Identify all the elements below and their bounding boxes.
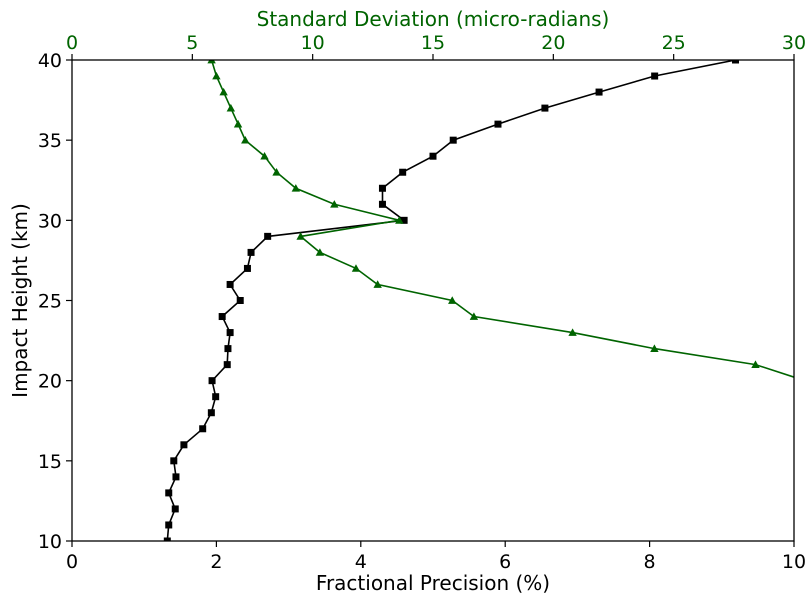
- stddev-series-point: [291, 184, 301, 192]
- fractional-series-point: [171, 505, 179, 513]
- stddev-series-point: [226, 103, 236, 112]
- fractional-series-point: [170, 457, 178, 465]
- fractional-series-point: [172, 473, 180, 481]
- fractional-series-point: [449, 136, 457, 144]
- fractional-series-point: [226, 329, 234, 337]
- x-top-tick-label: 20: [541, 32, 565, 54]
- x-top-tick-label: 10: [301, 32, 325, 54]
- fractional-series-point: [400, 216, 408, 224]
- fractional-series-point: [226, 280, 234, 288]
- stddev-series-point: [469, 312, 479, 320]
- stddev-series-point: [272, 168, 281, 176]
- stddev-series-point: [296, 232, 305, 240]
- fractional-series-point: [236, 297, 244, 304]
- y-tick-label: 20: [38, 371, 62, 393]
- fractional-series-point: [212, 393, 220, 401]
- fractional-series-point: [378, 184, 386, 192]
- fractional-series-point: [199, 425, 207, 433]
- x-bottom-tick-label: 0: [66, 551, 78, 573]
- y-tick-label: 25: [38, 291, 62, 313]
- fractional-series-point: [223, 361, 231, 369]
- y-tick-label: 10: [38, 531, 62, 553]
- fractional-series-point: [243, 264, 251, 272]
- x-axis-bottom-label: Fractional Precision (%): [316, 571, 550, 595]
- fractional-series-point: [378, 200, 386, 208]
- stddev-series-point: [568, 328, 577, 336]
- fractional-series-point: [399, 168, 407, 176]
- x-top-tick-label: 0: [66, 32, 78, 54]
- x-axis-top-label: Standard Deviation (micro-radians): [257, 7, 610, 31]
- stddev-series-point: [207, 60, 216, 64]
- x-bottom-tick-label: 4: [355, 551, 367, 573]
- fractional-series-point: [541, 104, 549, 112]
- y-axis-label: Impact Height (km): [8, 203, 32, 398]
- x-top-tick-label: 5: [186, 32, 198, 54]
- fractional-series-point: [429, 152, 437, 160]
- x-bottom-tick-label: 6: [499, 551, 511, 573]
- stddev-series-point: [448, 296, 457, 304]
- fractional-series-point: [224, 345, 232, 353]
- fractional-series-point: [165, 521, 173, 529]
- stddev-series-point: [219, 87, 228, 96]
- stddev-series-point: [212, 71, 221, 80]
- fractional-series-point: [208, 377, 216, 385]
- fractional-series-point: [163, 537, 171, 541]
- fractional-series-point: [165, 489, 173, 497]
- fractional-series-point: [595, 88, 603, 96]
- stddev-series-point: [233, 119, 243, 128]
- stddev-series-point: [650, 344, 659, 352]
- stddev-series-point: [330, 200, 339, 208]
- series-layer: [163, 60, 794, 541]
- fractional-series-point: [247, 248, 255, 256]
- fractional-series-point: [180, 441, 188, 449]
- stddev-series-point: [395, 216, 404, 224]
- stddev-series-point: [751, 360, 760, 368]
- fractional-series-point: [494, 120, 502, 128]
- stddev-series-point: [351, 264, 361, 272]
- plot-frame: [71, 59, 795, 542]
- stddev-series-point: [241, 135, 250, 144]
- stddev-series-point: [315, 248, 325, 256]
- x-bottom-tick-label: 10: [782, 551, 806, 573]
- fractional-series-point: [264, 232, 272, 240]
- y-tick-label: 40: [38, 50, 62, 72]
- y-tick-label: 30: [38, 210, 62, 232]
- fractional-series-point: [218, 313, 226, 321]
- fractional-series-point: [651, 72, 659, 80]
- x-top-tick-label: 25: [662, 32, 686, 54]
- x-bottom-tick-label: 2: [210, 551, 222, 573]
- stddev-series-point: [260, 152, 269, 160]
- x-bottom-tick-label: 8: [644, 551, 656, 573]
- stddev-series-line: [210, 60, 794, 378]
- y-tick-label: 15: [38, 451, 62, 473]
- x-top-tick-label: 15: [421, 32, 445, 54]
- fractional-series-point: [732, 60, 740, 64]
- stddev-series-point: [373, 280, 382, 288]
- x-top-tick-label: 30: [782, 32, 806, 54]
- y-tick-label: 35: [38, 130, 62, 152]
- fractional-series-point: [207, 409, 215, 417]
